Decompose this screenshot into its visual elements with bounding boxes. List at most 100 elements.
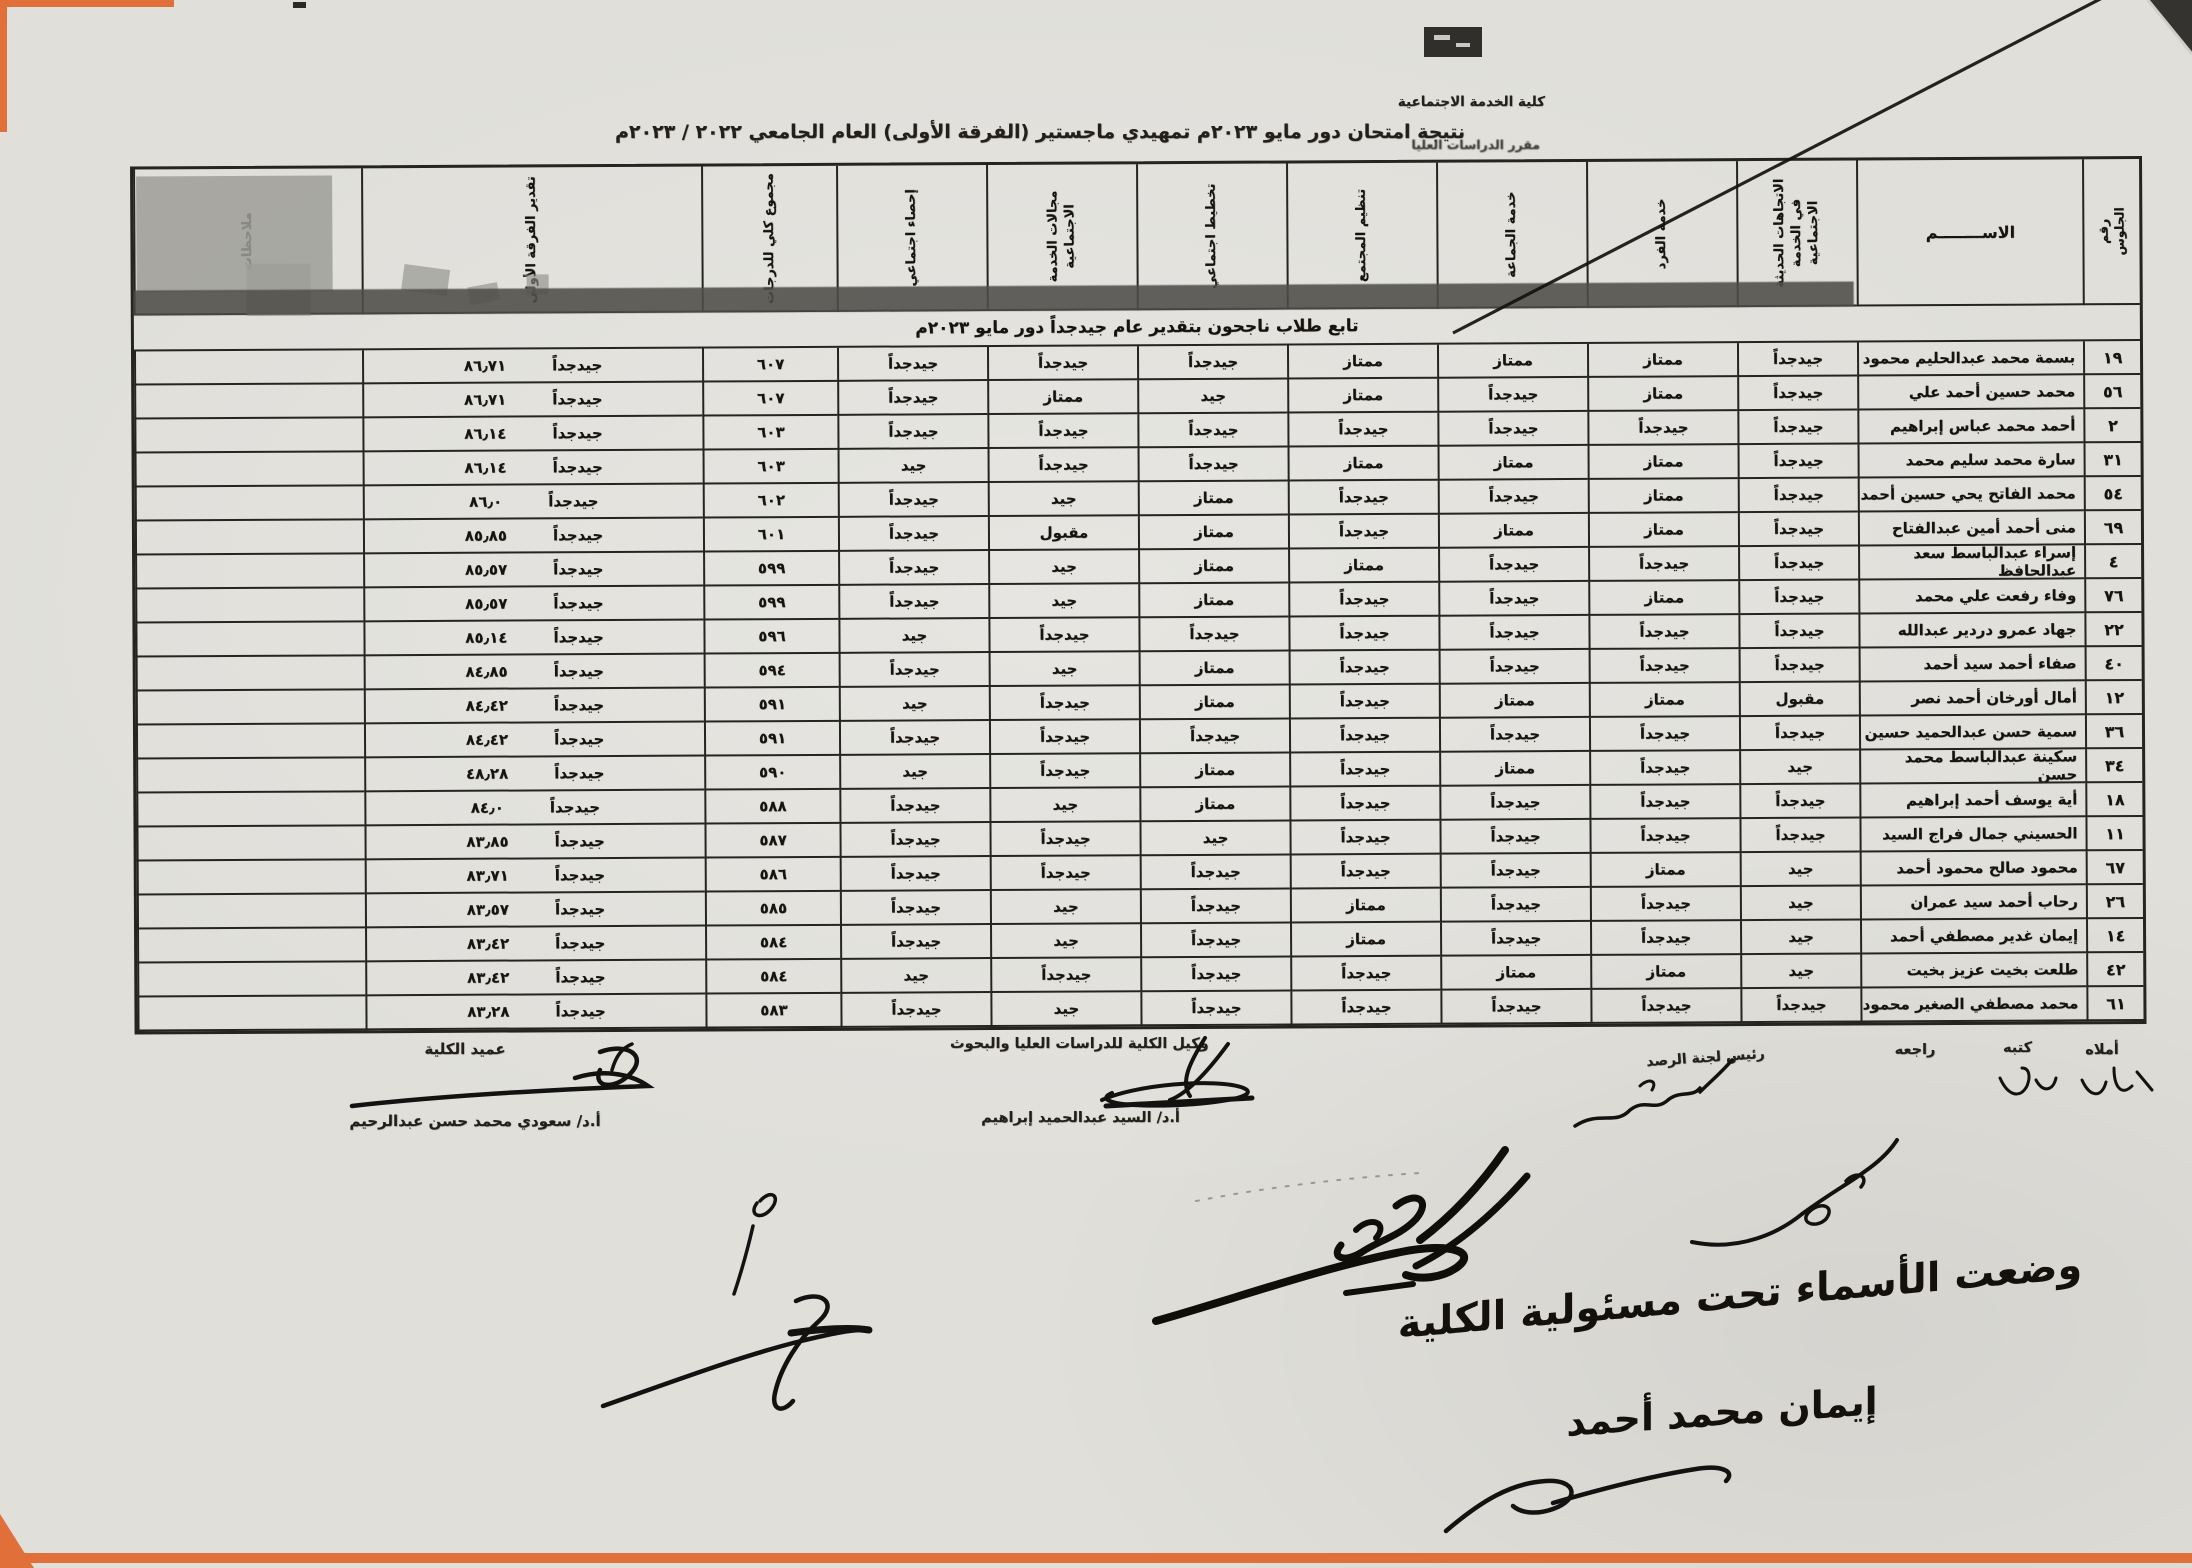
mark-cell: جيد [990,992,1141,1028]
name-cell: محمود صالح محمود أحمد [1859,851,2086,887]
mark-cell: ممتاز [1588,683,1739,718]
total-cell: ٥٨٤ [705,959,841,995]
mark-cell: ممتاز [1587,445,1738,480]
mark-cell: جيدجداً [1138,617,1289,653]
mark-cell: جيدجداً [1589,819,1740,854]
mark-cell: ممتاز [1587,513,1739,548]
seat-cell: ٤ [2084,545,2142,580]
name-cell: طلعت بخيت عزيز بخيت [1860,953,2087,989]
mark-cell: جيدجداً [1740,988,1861,1024]
fold-highlight [2146,0,2192,55]
mark-cell: جيد [1740,954,1861,990]
name-cell: منى أحمد أمين عبدالفتاح [1857,511,2085,547]
mark-cell: جيد [840,959,991,994]
seat-cell: ١٤ [2085,919,2144,954]
grade-value: ٨٣٫٧١ [466,866,509,885]
total-cell: ٥٩٤ [703,653,839,689]
total-cell: ٦٠٢ [702,483,838,519]
grade-word: جيدجداً [554,832,605,851]
grade-cell: جيدجداً ٨٥٫١٤ [363,620,704,657]
notes-cell [135,656,364,692]
handwritten-note-line1: وضعت الأسماء تحت مسئولية الكلية [1397,1241,2083,1349]
name-cell: الحسيني جمال فراج السيد [1859,817,2086,853]
name-cell: سارة محمد سليم محمد [1857,443,2084,479]
mark-cell: جيدجداً [840,925,991,960]
mark-cell: جيدجداً [1289,752,1440,788]
mark-cell: ممتاز [1289,888,1441,924]
mark-cell: جيدجداً [987,414,1138,450]
grade-value: ٨٣٫٥٧ [466,900,509,919]
scan-edge-left [0,0,7,132]
bottom-right-signature [1443,1465,1732,1534]
mark-cell: جيدجداً [988,618,1139,654]
grade-value: ٨٣٫٤٢ [467,968,510,987]
mark-cell: جيدجداً [1438,717,1590,753]
grade-cell: جيدجداً ٨٤٫٤٢ [363,688,704,725]
notes-cell [136,792,365,828]
seat-cell: ٣٦ [2084,715,2143,750]
grade-cell: جيدجداً ٨٣٫٧١ [364,858,705,895]
grade-cell: جيدجداً ٨٥٫٥٧ [363,552,704,589]
mark-cell: جيدجداً [1589,751,1740,786]
stamp-mark-detail [1456,43,1470,47]
name-cell: جهاد عمرو دردير عبدالله [1858,613,2085,649]
mark-cell: جيدجداً [1139,889,1291,925]
total-cell: ٥٩١ [703,687,839,723]
name-cell: إيمان غدير مصطفي أحمد [1859,919,2087,955]
mark-cell: جيدجداً [987,448,1138,484]
grade-value: ٨٤٫٤٢ [465,696,508,715]
mark-cell: جيدجداً [1287,480,1438,516]
seat-cell: ٥٤ [2083,477,2141,512]
mark-cell: جيدجداً [1737,376,1858,412]
name-cell: أمال أورخان أحمد نصر [1858,681,2085,717]
mark-cell: جيدجداً [837,381,988,416]
mark-cell: ممتاز [1138,583,1289,619]
grade-value: ٨٤٫٨٥ [465,662,508,681]
mark-cell: ممتاز [1587,479,1738,514]
notes-cell [135,622,364,658]
grade-value: ٨٥٫١٤ [465,628,508,647]
name-cell: محمد حسين أحمد علي [1857,375,2084,411]
mark-cell: جيدجداً [1440,921,1591,957]
written-by-label: كتبه [2002,1040,2033,1056]
mark-cell: جيد [839,755,990,790]
grade-value: ٨٣٫٢٨ [467,1002,510,1021]
grade-value: ٨٣٫٤٢ [466,934,510,953]
mark-cell: جيدجداً [1288,718,1440,754]
mark-cell: جيدجداً [836,347,988,382]
notes-cell [134,520,364,556]
mark-cell: جيدجداً [1440,989,1591,1025]
reviewed-by-label: راجعه [1894,1042,1936,1058]
mark-cell: ممتاز [1438,683,1589,719]
mark-cell: جيد [838,619,989,654]
mark-cell: ممتاز [1587,377,1738,412]
mark-cell: جيدجداً [986,346,1138,382]
mark-cell: جيدجداً [1138,719,1290,755]
grade-cell: جيدجداً ٨٤٫٤٢ [363,722,705,759]
seat-cell: ٢٢ [2084,613,2142,648]
mark-cell: جيدجداً [839,789,990,824]
mark-cell: ممتاز [1137,515,1289,551]
mark-cell: جيدجداً [1738,580,1859,616]
mark-cell: ممتاز [1138,685,1289,721]
scan-tick [293,2,306,8]
dean-title: عميد الكلية [424,1040,506,1058]
grade-cell: جيدجداً ٨٦٫٧١ [361,348,703,385]
mark-cell: جيدجداً [989,754,1140,790]
grade-cell: جيدجداً ٨٥٫٥٧ [363,586,704,623]
seat-cell: ١٩ [2082,341,2141,376]
notes-cell [137,996,366,1032]
notes-cell [136,860,365,896]
notes-cell [135,690,364,726]
name-cell: محمد الفاتح يحي حسين أحمد [1857,477,2084,513]
mark-cell: جيدجداً [839,891,991,926]
vice-dean-title: وكيل الكلية للدراسات العليا والبحوث [950,1036,1209,1052]
grade-value: ٨٦٫١٤ [464,458,507,477]
mark-cell: جيدجداً [1737,444,1858,480]
mark-cell: جيدجداً [1588,547,1739,582]
mark-cell: جيدجداً [1590,989,1741,1024]
mark-cell: ممتاز [1589,853,1740,888]
mark-cell: ممتاز [1137,481,1288,517]
grade-word: جيدجداً [552,356,603,375]
col-header-name: الاســــــــم [1856,159,2083,307]
